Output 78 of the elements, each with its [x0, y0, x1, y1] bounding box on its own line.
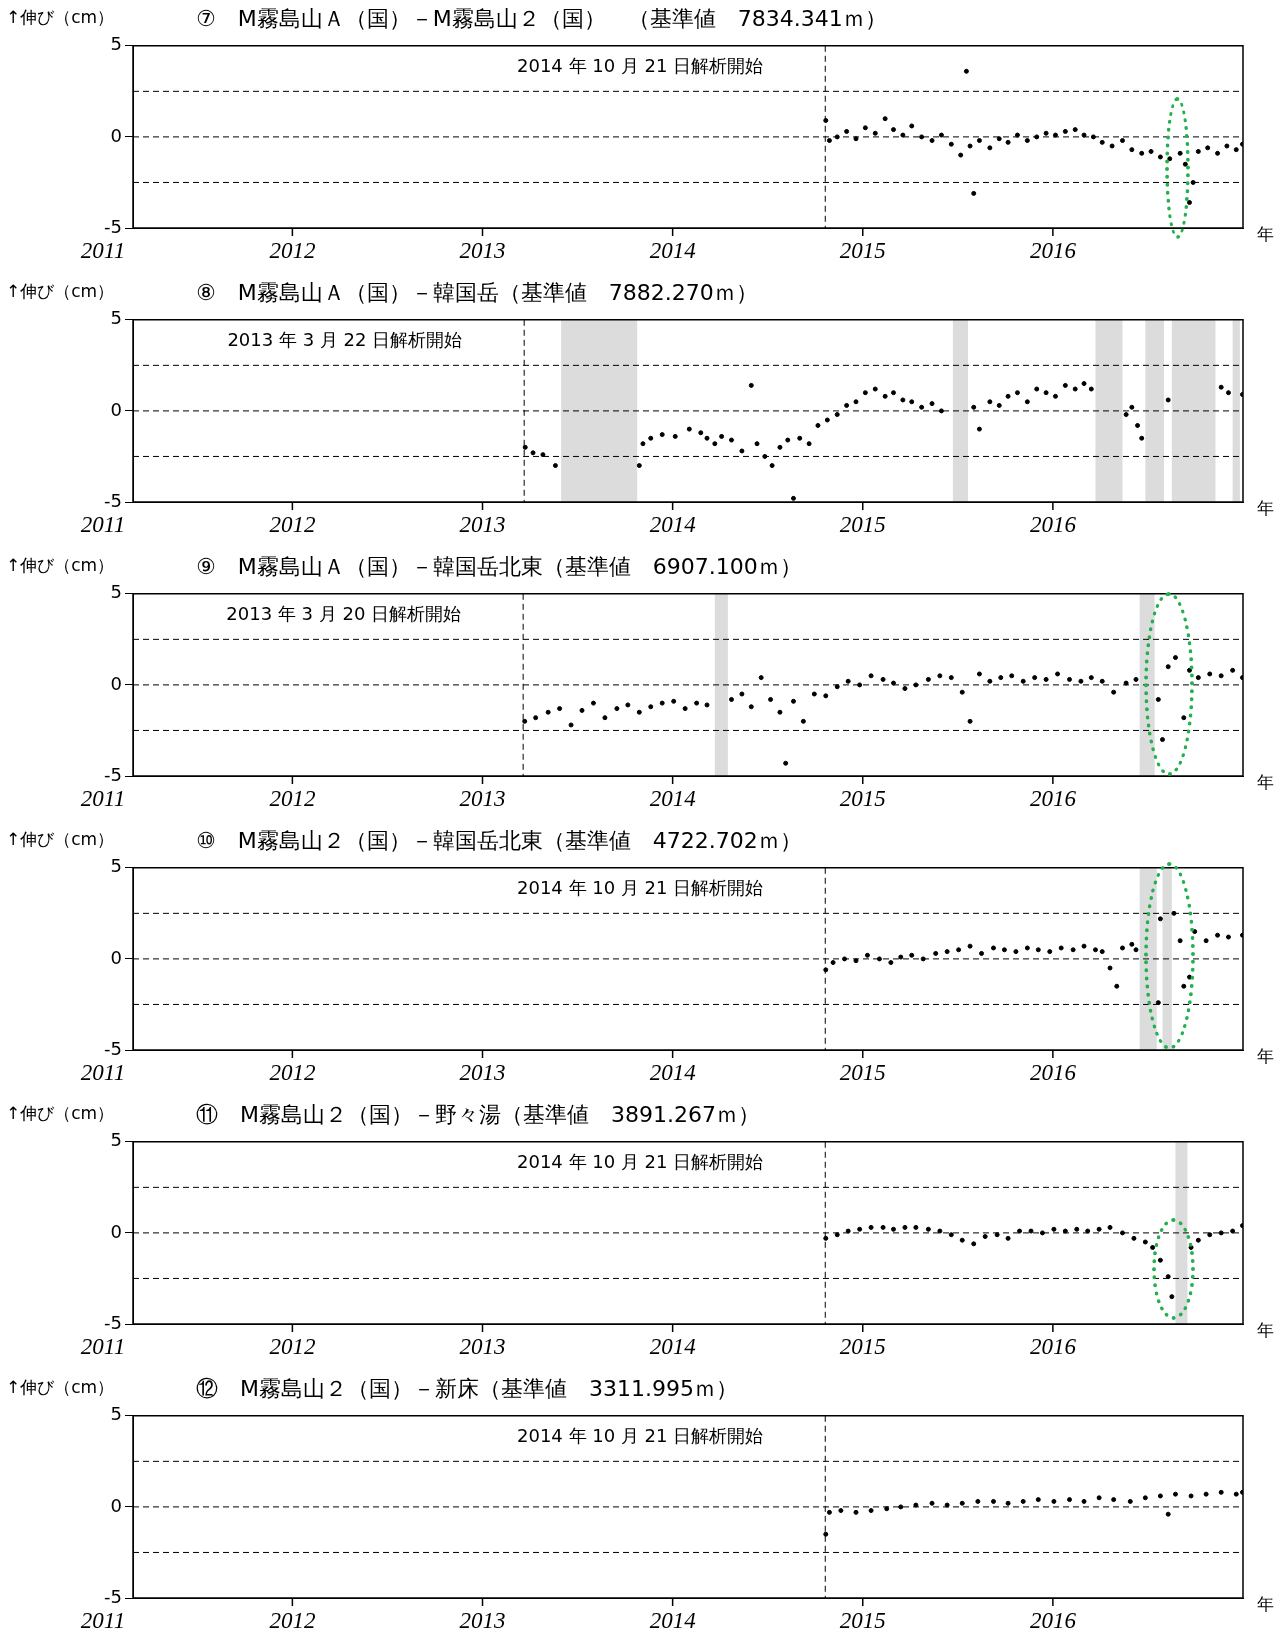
chart-title: ⑫ M霧島山２（国）－新床（基準値 3311.995ｍ） — [196, 1375, 738, 1403]
x-tick-label: 2014 — [649, 237, 696, 263]
x-tick-label: 2012 — [269, 1607, 316, 1633]
chart-title: ⑦ M霧島山Ａ（国）－M霧島山２（国） （基準値 7834.341ｍ） — [196, 5, 887, 33]
x-axis-title: 年 — [1257, 498, 1274, 519]
x-tick-label: 2014 — [649, 785, 696, 811]
x-tick-label: 2014 — [649, 1333, 696, 1359]
text: 2011 — [80, 237, 126, 263]
x-tick-label: 2014 — [649, 1607, 696, 1633]
y-tick-label: -5 — [104, 489, 122, 511]
x-tick-label: 2012 — [269, 785, 316, 811]
y-tick-label: -5 — [104, 1037, 122, 1059]
x-axis-title: 年 — [1257, 772, 1274, 793]
x-tick-label: 2014 — [649, 511, 696, 537]
text: 2011 — [80, 1333, 126, 1359]
x-tick-label: 2013 — [459, 237, 506, 263]
x-tick-label: 2013 — [459, 1607, 506, 1633]
y-axis-title: ↑伸び（cm） — [6, 280, 115, 303]
y-tick-label: -5 — [104, 1311, 122, 1333]
ref-line-label: 2013 年 3 月 22 日解析開始 — [227, 329, 463, 351]
y-axis-title: ↑伸び（cm） — [6, 6, 115, 29]
x-tick-label: 2012 — [269, 511, 316, 537]
x-tick-label: 2014 — [649, 1059, 696, 1085]
x-tick-label: 2013 — [459, 511, 506, 537]
x-tick-label: 2016 — [1029, 511, 1077, 537]
y-axis-title: ↑伸び（cm） — [6, 1102, 115, 1125]
ref-line-label: 2014 年 10 月 21 日解析開始 — [517, 877, 764, 899]
x-axis-title: 年 — [1257, 1594, 1274, 1615]
x-axis-title: 年 — [1257, 224, 1274, 245]
x-tick-label: 2012 — [269, 237, 316, 263]
x-tick-label: 2016 — [1029, 1059, 1077, 1085]
x-tick-label: 2015 — [839, 1059, 886, 1085]
x-tick-label: 2012 — [269, 1059, 316, 1085]
ref-line-label: 2014 年 10 月 21 日解析開始 — [517, 55, 764, 77]
x-axis-title: 年 — [1257, 1320, 1274, 1341]
y-tick-label: 0 — [110, 672, 122, 694]
x-tick-label: 2016 — [1029, 785, 1077, 811]
y-tick-label: -5 — [104, 763, 122, 785]
y-tick-label: -5 — [104, 215, 122, 237]
text: 2011 — [80, 511, 126, 537]
y-tick-label: 0 — [110, 1494, 122, 1516]
x-tick-label: 2012 — [269, 1333, 316, 1359]
x-tick-label: 2016 — [1029, 1333, 1077, 1359]
text: 2011 — [80, 1059, 126, 1085]
y-tick-label: 0 — [110, 124, 122, 146]
x-tick-label: 2015 — [839, 1333, 886, 1359]
ref-line-label: 2014 年 10 月 21 日解析開始 — [517, 1151, 764, 1173]
chart-title: ⑨ M霧島山Ａ（国）－韓国岳北東（基準値 6907.100ｍ） — [196, 553, 802, 581]
y-tick-label: -5 — [104, 1585, 122, 1607]
text: 2011 — [80, 1607, 126, 1633]
y-axis-title: ↑伸び（cm） — [6, 554, 115, 577]
ref-line-label: 2014 年 10 月 21 日解析開始 — [517, 1425, 764, 1447]
y-axis-title: ↑伸び（cm） — [6, 828, 115, 851]
x-tick-label: 2015 — [839, 1607, 886, 1633]
y-tick-label: 0 — [110, 398, 122, 420]
x-tick-label: 2013 — [459, 1059, 506, 1085]
chart-title: ⑧ M霧島山Ａ（国）－韓国岳（基準値 7882.270ｍ） — [196, 279, 758, 307]
y-tick-label: 0 — [110, 1220, 122, 1242]
y-tick-label: 5 — [110, 1129, 122, 1151]
y-axis-title: ↑伸び（cm） — [6, 1376, 115, 1399]
y-tick-label: 0 — [110, 946, 122, 968]
y-tick-label: 5 — [110, 1403, 122, 1425]
x-tick-label: 2015 — [839, 237, 886, 263]
x-axis-title: 年 — [1257, 1046, 1274, 1067]
y-tick-label: 5 — [110, 581, 122, 603]
x-tick-label: 2016 — [1029, 1607, 1077, 1633]
y-tick-label: 5 — [110, 33, 122, 55]
x-tick-label: 2015 — [839, 785, 886, 811]
x-tick-label: 2013 — [459, 785, 506, 811]
ref-line-label: 2013 年 3 月 20 日解析開始 — [226, 603, 462, 625]
x-tick-label: 2016 — [1029, 237, 1077, 263]
text: 2011 — [80, 785, 126, 811]
y-tick-label: 5 — [110, 855, 122, 877]
chart-title: ⑪ M霧島山２（国）－野々湯（基準値 3891.267ｍ） — [196, 1101, 760, 1129]
chart-title: ⑩ M霧島山２（国）－韓国岳北東（基準値 4722.702ｍ） — [196, 827, 802, 855]
y-tick-label: 5 — [110, 307, 122, 329]
x-tick-label: 2015 — [839, 511, 886, 537]
x-tick-label: 2013 — [459, 1333, 506, 1359]
